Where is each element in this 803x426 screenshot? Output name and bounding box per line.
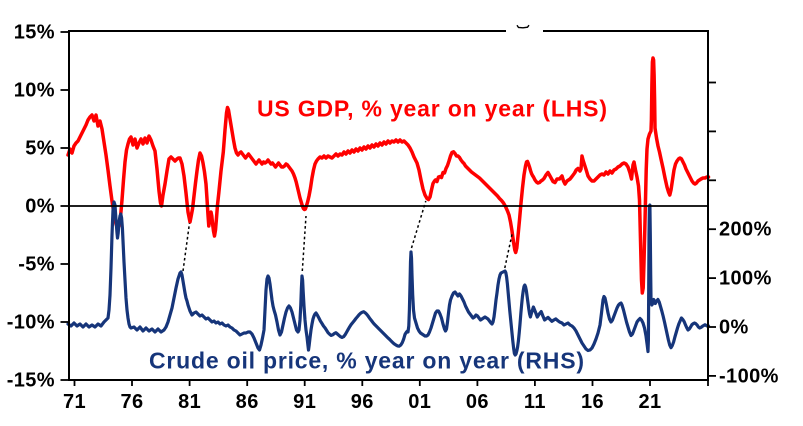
svg-text:10%: 10% [14,80,55,102]
svg-text:0%: 0% [719,317,749,339]
svg-text:91: 91 [293,391,316,413]
svg-text:76: 76 [120,391,143,413]
svg-text:96: 96 [351,391,374,413]
svg-text:US GDP, % year on year (LHS): US GDP, % year on year (LHS) [257,96,607,122]
svg-text:100%: 100% [719,268,772,290]
svg-text:81: 81 [178,391,201,413]
svg-text:-5%: -5% [18,254,55,276]
svg-text:15%: 15% [14,22,55,44]
svg-text:71: 71 [63,391,86,413]
svg-text:-100%: -100% [719,365,779,387]
svg-text:06: 06 [466,391,489,413]
svg-text:86: 86 [236,391,259,413]
svg-text:01: 01 [408,391,431,413]
svg-text:0%: 0% [25,196,55,218]
svg-text:-15%: -15% [7,370,55,392]
svg-text:200%: 200% [719,219,772,241]
svg-text:Crude oil price, % year on yea: Crude oil price, % year on year (RHS) [149,348,584,374]
svg-text:21: 21 [638,391,661,413]
svg-text:11: 11 [524,391,546,413]
svg-text:5%: 5% [25,138,55,160]
svg-text:16: 16 [581,391,604,413]
svg-text:-10%: -10% [7,312,55,334]
